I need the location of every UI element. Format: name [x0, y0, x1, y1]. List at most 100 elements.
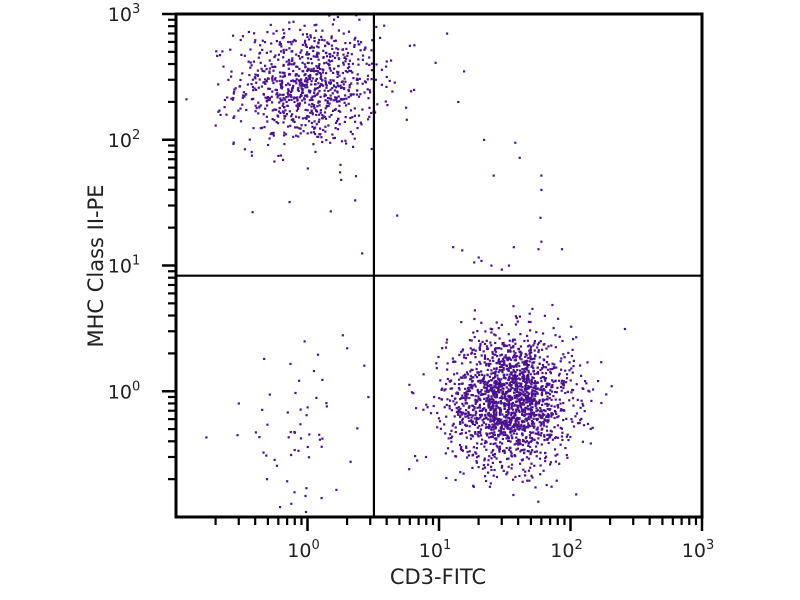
x-tick-label: 103 [682, 538, 714, 562]
data-point-pop-1 [484, 330, 487, 333]
data-point-pop-0 [290, 59, 294, 62]
data-point-pop-1 [481, 408, 485, 411]
data-point-pop-1 [543, 342, 546, 346]
data-point-pop-0 [329, 94, 332, 97]
data-point-pop-1 [533, 464, 536, 467]
data-point-pop-0 [283, 131, 286, 134]
data-point-pop-1 [492, 407, 495, 410]
data-point-pop-1 [498, 366, 502, 369]
data-point-pop-1 [474, 432, 477, 435]
data-point-pop-0 [337, 71, 340, 74]
data-point-pop-1 [537, 500, 540, 503]
data-point-pop-1 [569, 435, 572, 439]
data-point-pop-1 [568, 399, 571, 402]
data-point-pop-1 [511, 401, 514, 404]
data-point-pop-1 [515, 432, 518, 435]
data-point-pop-1 [514, 323, 518, 326]
data-point-pop-1 [507, 349, 510, 352]
data-point-pop-1 [545, 347, 548, 350]
data-point-pop-1 [554, 454, 557, 457]
data-point [272, 32, 275, 35]
data-point-pop-1 [475, 421, 478, 424]
data-point-pop-1 [499, 432, 502, 435]
data-point-pop-1 [517, 439, 520, 442]
data-point-pop-0 [309, 57, 313, 61]
data-point-pop-1 [532, 417, 535, 420]
data-point-pop-0 [308, 103, 311, 106]
data-point-pop-1 [444, 432, 447, 435]
data-point-pop-1 [507, 367, 510, 370]
data-point-pop-1 [493, 333, 496, 336]
data-point-pop-1 [475, 461, 478, 464]
data-point-pop-1 [472, 331, 475, 334]
data-point-pop-1 [487, 427, 490, 430]
data-point-pop-1 [473, 417, 476, 420]
data-point-pop-1 [477, 417, 480, 421]
data-point-pop-2 [289, 431, 292, 434]
data-point [214, 124, 217, 127]
data-point-pop-1 [509, 366, 513, 369]
data-point-pop-1 [531, 401, 534, 404]
data-point-pop-1 [554, 398, 557, 401]
data-point-pop-1 [506, 358, 509, 362]
data-point-pop-1 [524, 393, 527, 396]
data-point-pop-1 [509, 346, 513, 349]
data-point-pop-0 [330, 37, 333, 40]
data-point-pop-1 [546, 407, 549, 410]
data-point-pop-0 [359, 49, 362, 52]
data-point-pop-1 [518, 382, 521, 385]
data-point-pop-0 [308, 53, 311, 56]
data-point-pop-1 [464, 415, 467, 418]
data-point-pop-0 [271, 118, 274, 121]
data-point-pop-0 [368, 89, 371, 92]
data-point-pop-1 [479, 434, 483, 437]
data-point-pop-1 [500, 369, 503, 372]
data-point-pop-1 [480, 442, 483, 446]
data-point-pop-1 [467, 406, 470, 409]
data-point-pop-0 [311, 111, 314, 115]
data-point-pop-0 [354, 120, 357, 123]
data-point-pop-1 [512, 370, 516, 373]
data-point-pop-2 [335, 488, 338, 491]
data-point-pop-1 [450, 409, 453, 412]
data-point-pop-1 [545, 392, 548, 395]
data-point-pop-1 [531, 376, 534, 379]
data-point-pop-1 [416, 459, 419, 462]
data-point-pop-1 [530, 380, 533, 383]
data-point-pop-0 [322, 84, 325, 87]
data-point-pop-1 [548, 393, 552, 396]
data-point-pop-0 [347, 63, 350, 66]
data-point [514, 141, 517, 144]
data-point-pop-0 [321, 140, 324, 144]
data-point-pop-0 [304, 108, 307, 111]
data-point [408, 44, 411, 47]
data-point-pop-0 [297, 86, 300, 90]
data-point-pop-0 [275, 108, 278, 111]
data-point-pop-0 [284, 109, 287, 112]
data-point-pop-1 [515, 439, 518, 443]
data-point-pop-1 [535, 428, 538, 431]
data-point-pop-1 [509, 396, 512, 399]
data-point-pop-1 [522, 408, 525, 411]
data-point-pop-1 [493, 424, 496, 427]
data-point-pop-1 [486, 358, 489, 361]
data-point-pop-1 [579, 406, 582, 409]
data-point-pop-1 [544, 385, 548, 388]
data-point-pop-0 [318, 118, 321, 121]
data-point-pop-0 [322, 49, 325, 52]
data-point-pop-1 [524, 437, 527, 440]
data-point-pop-1 [516, 320, 519, 323]
data-point-pop-1 [536, 366, 539, 369]
data-point-pop-1 [475, 418, 478, 421]
data-point-pop-0 [308, 78, 311, 81]
data-point-pop-0 [271, 109, 274, 112]
data-point-pop-1 [517, 362, 520, 365]
data-point-pop-0 [325, 86, 328, 89]
data-point-pop-0 [243, 148, 246, 151]
data-point-pop-1 [541, 400, 544, 403]
data-point [396, 214, 399, 217]
data-point-pop-1 [472, 484, 475, 487]
data-point-pop-1 [539, 377, 542, 380]
data-point-pop-0 [301, 82, 304, 85]
data-point-pop-1 [584, 380, 587, 383]
